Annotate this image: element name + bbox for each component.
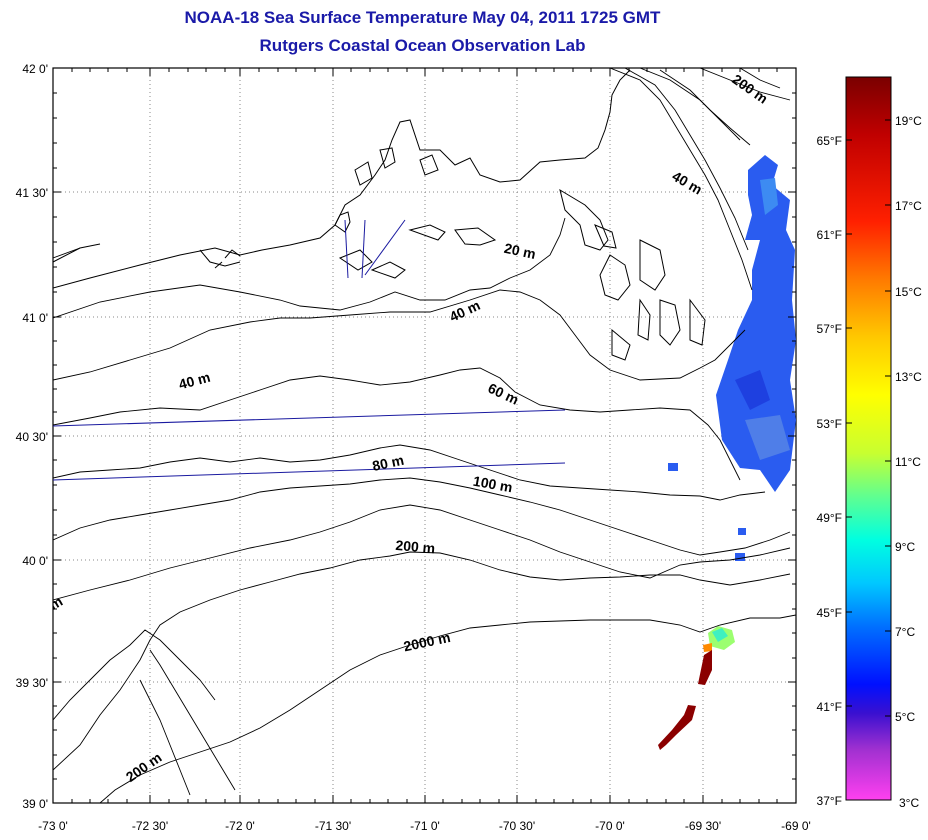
lat-label: 42 0' [22, 62, 48, 76]
lat-label: 40 30' [16, 430, 48, 444]
colorbar-fahrenheit-label: 61°F [817, 228, 842, 242]
axis-ticks [53, 68, 796, 803]
colorbar-celsius-label: 17°C [895, 199, 922, 213]
colorbar-celsius-label: 19°C [895, 114, 922, 128]
colorbar-fahrenheit-label: 37°F [817, 794, 842, 808]
sst-data-patches [658, 155, 796, 750]
colorbar-ticks [846, 119, 891, 801]
lon-label: -70 0' [595, 819, 625, 833]
colorbar-celsius-label: 9°C [895, 540, 915, 554]
lon-label: -72 0' [225, 819, 255, 833]
colorbar [845, 76, 892, 801]
lat-label: 40 0' [22, 554, 48, 568]
contour-label-40m-w: 40 m [177, 369, 212, 393]
colorbar-celsius-label: 11°C [895, 455, 921, 469]
colorbar-celsius-label: 5°C [895, 710, 915, 724]
lon-label: -71 30' [315, 819, 351, 833]
colorbar-fahrenheit-label: 45°F [817, 606, 842, 620]
colorbar-celsius-label: 13°C [895, 370, 922, 384]
contour-label-100m: 100 m [472, 473, 514, 496]
colorbar-celsius-label: 3°C [899, 796, 919, 810]
lon-label: -71 0' [410, 819, 440, 833]
shipping-lanes [53, 219, 566, 481]
colorbar-celsius-label: 7°C [895, 625, 915, 639]
lon-label: -73 0' [38, 819, 68, 833]
lat-label: 41 30' [16, 186, 48, 200]
lon-label: -69 0' [781, 819, 811, 833]
contour-label-200m-s: 200 m [395, 537, 436, 556]
lat-label: 41 0' [22, 311, 48, 325]
colorbar-celsius-label: 15°C [895, 285, 922, 299]
colorbar-fahrenheit-label: 41°F [817, 700, 842, 714]
bathymetry-contours [53, 68, 796, 803]
coastline [53, 69, 706, 361]
colorbar-fahrenheit-label: 53°F [817, 417, 842, 431]
lon-label: -70 30' [499, 819, 535, 833]
contour-label-20m: 20 m [503, 240, 538, 262]
map-title: NOAA-18 Sea Surface Temperature May 04, … [184, 8, 661, 27]
colorbar-fahrenheit-label: 65°F [817, 134, 842, 148]
lon-label: -69 30' [685, 819, 721, 833]
colorbar-fahrenheit-label: 57°F [817, 322, 842, 336]
lat-label: 39 0' [22, 797, 48, 811]
colorbar-fahrenheit-label: 49°F [817, 511, 842, 525]
lat-label: 39 30' [16, 676, 48, 690]
contour-label-80m: 80 m [371, 452, 406, 474]
lon-label: -72 30' [132, 819, 168, 833]
map-subtitle: Rutgers Coastal Ocean Observation Lab [259, 36, 586, 55]
